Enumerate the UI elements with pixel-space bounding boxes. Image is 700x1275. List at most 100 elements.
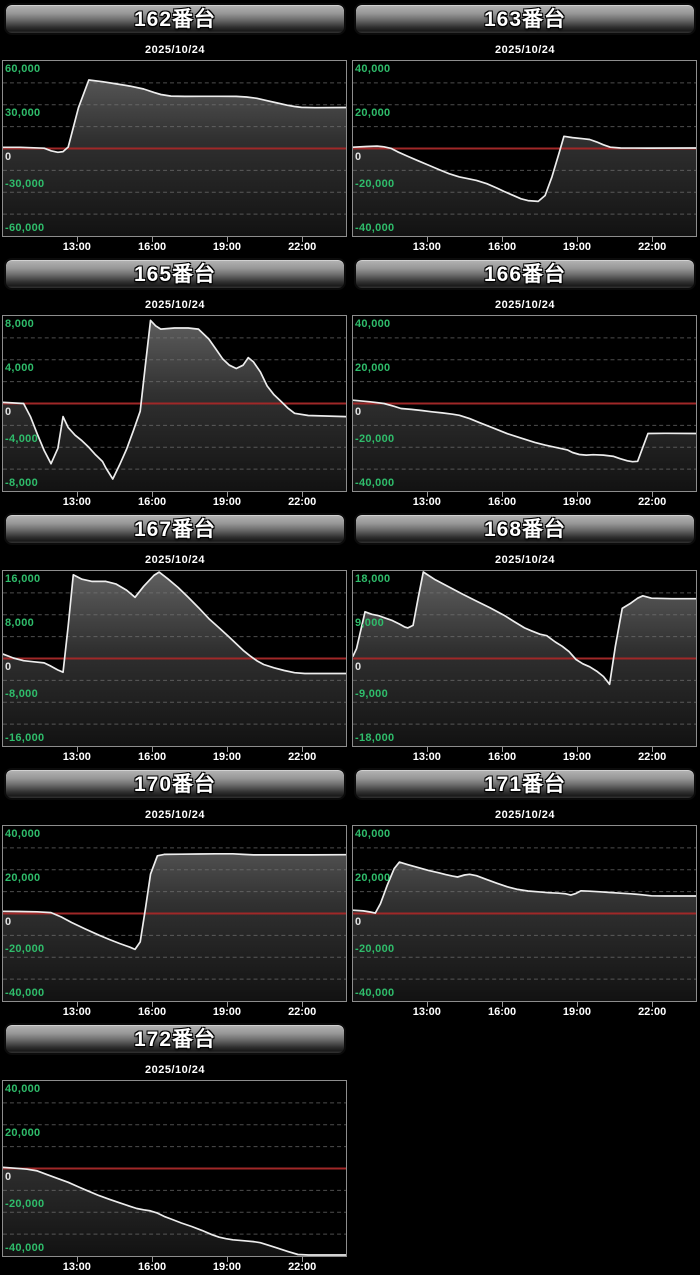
x-axis: 13:00 16:00 19:00 22:00: [2, 1002, 347, 1020]
value-curve: [353, 571, 696, 686]
machine-title-button[interactable]: 162番台: [4, 3, 346, 35]
value-curve: [353, 399, 696, 463]
x-axis: 13:00 16:00 19:00 22:00: [2, 1257, 347, 1275]
area-fill: [353, 862, 696, 1001]
x-axis-label: 19:00: [562, 241, 591, 253]
machine-panel: 172番台 2025/10/24 40,000 20,000 0 -20,000 -40…: [0, 1020, 350, 1275]
y-axis-label: -40,000: [355, 987, 395, 999]
date-label: 2025/10/24: [494, 809, 556, 821]
x-axis-label: 13:00: [412, 751, 441, 763]
y-axis-label: -60,000: [5, 222, 45, 234]
value-curve: [353, 135, 696, 203]
machine-title-button[interactable]: 165番台: [4, 258, 346, 290]
x-axis-label: 16:00: [137, 496, 167, 508]
y-axis-label: 8,000: [5, 617, 35, 629]
y-axis-label: -20,000: [5, 943, 45, 955]
y-axis-label: -20,000: [5, 1198, 45, 1210]
x-axis-tick: [76, 747, 78, 752]
x-axis-tick: [652, 492, 654, 497]
machine-title-button[interactable]: 168番台: [354, 513, 696, 545]
machine-title-label: 165番台: [133, 262, 217, 286]
x-axis-tick: [502, 747, 504, 752]
machine-title-button[interactable]: 166番台: [354, 258, 696, 290]
machine-panel: 163番台 2025/10/24 40,000 20,000 0 -20,000 -40…: [350, 0, 700, 255]
x-axis-tick: [152, 237, 154, 242]
y-axis-label: -8,000: [5, 688, 38, 700]
machine-title-label: 166番台: [483, 262, 567, 286]
chart-svg: [353, 82, 696, 236]
y-axis-label: 0: [5, 1171, 12, 1183]
y-axis-label: 20,000: [355, 107, 391, 119]
y-axis-label: -18,000: [355, 732, 395, 744]
x-axis-tick: [302, 1257, 304, 1262]
y-axis-label: 40,000: [355, 318, 391, 330]
x-axis-tick: [226, 1257, 228, 1262]
y-axis-label: 40,000: [5, 1083, 41, 1095]
x-axis-label: 19:00: [212, 241, 241, 253]
machine-title-button[interactable]: 170番台: [4, 768, 346, 800]
y-axis-label: 16,000: [5, 573, 41, 585]
x-axis-label: 19:00: [212, 1261, 241, 1273]
chart-svg: [3, 571, 346, 746]
value-curve: [353, 861, 696, 914]
x-axis-tick: [426, 237, 428, 242]
date-label: 2025/10/24: [144, 1064, 206, 1076]
chart-plot-area: 40,000 20,000 0 -20,000 -40,000: [2, 825, 347, 1002]
chart-svg: [3, 79, 346, 236]
x-axis-tick: [502, 492, 504, 497]
x-axis-label: 16:00: [137, 1006, 167, 1018]
x-axis-tick: [502, 1002, 504, 1007]
y-axis-label: -40,000: [5, 1242, 45, 1254]
y-axis-label: 0: [5, 406, 12, 418]
x-axis-label: 19:00: [562, 496, 591, 508]
machine-title-button[interactable]: 167番台: [4, 513, 346, 545]
date-label: 2025/10/24: [494, 299, 556, 311]
x-axis-tick: [302, 747, 304, 752]
machine-title-button[interactable]: 171番台: [354, 768, 696, 800]
chart-plot-area: 18,000 9,000 0 -9,000 -18,000: [352, 570, 697, 747]
area-fill: [3, 853, 346, 1001]
x-axis-label: 13:00: [62, 496, 91, 508]
x-axis-label: 16:00: [137, 241, 167, 253]
area-fill: [3, 80, 346, 236]
machine-title-button[interactable]: 172番台: [4, 1023, 346, 1055]
chart-svg: [3, 1102, 346, 1256]
y-axis-label: -20,000: [355, 433, 395, 445]
x-axis-label: 19:00: [562, 751, 591, 763]
machine-title-button[interactable]: 163番台: [354, 3, 696, 35]
y-axis-label: 30,000: [5, 107, 41, 119]
x-axis-tick: [226, 1002, 228, 1007]
y-axis-label: 0: [355, 151, 362, 163]
chart-plot-area: 40,000 20,000 0 -20,000 -40,000: [352, 60, 697, 237]
y-axis-label: 0: [355, 661, 362, 673]
x-axis-tick: [426, 492, 428, 497]
y-axis-label: 8,000: [5, 318, 35, 330]
x-axis-tick: [152, 747, 154, 752]
x-axis-label: 16:00: [487, 1006, 517, 1018]
machine-title-label: 162番台: [133, 7, 217, 31]
machine-title-label: 172番台: [133, 1027, 217, 1051]
x-axis-label: 19:00: [212, 751, 241, 763]
y-axis-label: 0: [5, 151, 12, 163]
x-axis-label: 16:00: [137, 751, 167, 763]
machine-panel: 171番台 2025/10/24 40,000 20,000 0 -20,000 -40…: [350, 765, 700, 1020]
machine-title-label: 167番台: [133, 517, 217, 541]
x-axis-tick: [76, 237, 78, 242]
area-fill: [3, 1167, 346, 1256]
x-axis-tick: [576, 492, 578, 497]
value-curve: [3, 79, 346, 154]
x-axis-label: 22:00: [638, 241, 667, 253]
chart-svg: [3, 847, 346, 1001]
x-axis-label: 22:00: [288, 496, 317, 508]
x-axis-tick: [576, 1002, 578, 1007]
x-axis-label: 16:00: [487, 751, 517, 763]
x-axis-label: 19:00: [212, 1006, 241, 1018]
x-axis-label: 22:00: [288, 1006, 317, 1018]
machine-title-label: 163番台: [483, 7, 567, 31]
y-axis-label: -4,000: [5, 433, 38, 445]
x-axis-tick: [426, 747, 428, 752]
x-axis-label: 22:00: [638, 496, 667, 508]
machine-panel: 167番台 2025/10/24 16,000 8,000 0 -8,000 -16,0…: [0, 510, 350, 765]
y-axis-label: 9,000: [355, 617, 385, 629]
